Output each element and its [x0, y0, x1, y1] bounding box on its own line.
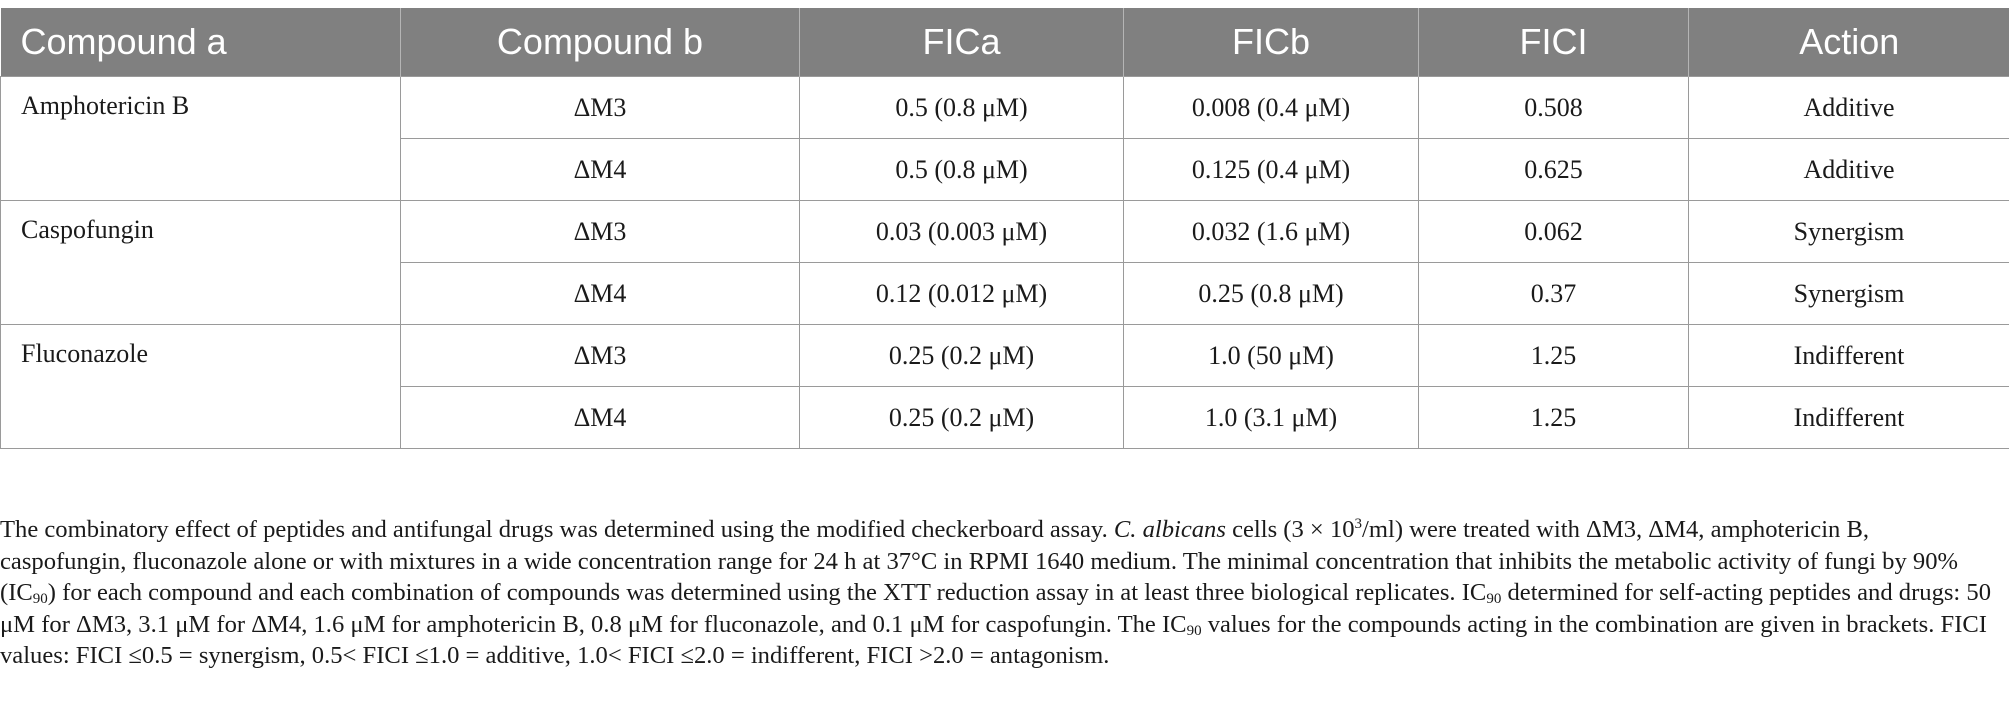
footnote-text: The combinatory effect of peptides and a…: [0, 516, 1114, 543]
footnote-subscript: 90: [1486, 591, 1502, 607]
compound-a-cell: Caspofungin: [0, 200, 401, 325]
action-cell: Additive: [1688, 138, 2009, 201]
ficb-cell: 1.0 (50 μM): [1123, 324, 1419, 387]
header-ficb: FICb: [1123, 8, 1419, 77]
table-row: Fluconazole ΔM3 0.25 (0.2 μM) 1.0 (50 μM…: [0, 324, 2009, 449]
footnote-text: ) for each compound and each combination…: [47, 579, 1487, 606]
header-fica: FICa: [799, 8, 1124, 77]
footnote-text: determined for self-acting peptides and …: [0, 579, 1992, 638]
compound-a-cell: Fluconazole: [0, 324, 401, 449]
fici-results-table: Compound a Compound b FICa FICb FICI Act…: [0, 8, 2009, 449]
action-cell: Synergism: [1688, 200, 2009, 263]
header-fici: FICI: [1418, 8, 1689, 77]
footnote-text: cells (3 × 10: [1225, 516, 1355, 543]
table-footnote: The combinatory effect of peptides and a…: [0, 514, 1995, 672]
fici-cell: 0.37: [1418, 262, 1689, 325]
results-table-container: Compound a Compound b FICa FICb FICI Act…: [0, 8, 2009, 449]
fica-cell: 0.5 (0.8 μM): [799, 76, 1124, 139]
ficb-cell: 0.25 (0.8 μM): [1123, 262, 1419, 325]
fica-cell: 0.03 (0.003 μM): [799, 200, 1124, 263]
fici-cell: 1.25: [1418, 324, 1689, 387]
fica-cell: 0.12 (0.012 μM): [799, 262, 1124, 325]
action-cell: Indifferent: [1688, 386, 2009, 449]
table-row: Caspofungin ΔM3 0.03 (0.003 μM) 0.032 (1…: [0, 200, 2009, 325]
action-cell: Additive: [1688, 76, 2009, 139]
compound-b-cell: ΔM3: [400, 76, 800, 139]
header-action: Action: [1688, 8, 2009, 77]
compound-b-cell: ΔM3: [400, 200, 800, 263]
action-cell: Synergism: [1688, 262, 2009, 325]
compound-b-cell: ΔM4: [400, 262, 800, 325]
compound-a-cell: Amphotericin B: [0, 76, 401, 201]
table-header-row: Compound a Compound b FICa FICb FICI Act…: [0, 8, 2009, 77]
ficb-cell: 0.032 (1.6 μM): [1123, 200, 1419, 263]
fica-cell: 0.25 (0.2 μM): [799, 386, 1124, 449]
footnote-superscript: 3: [1354, 516, 1363, 532]
fici-cell: 0.062: [1418, 200, 1689, 263]
table-row: Amphotericin B ΔM3 0.5 (0.8 μM) 0.008 (0…: [0, 76, 2009, 201]
footnote-species: C. albicans: [1113, 516, 1226, 543]
compound-b-cell: ΔM4: [400, 138, 800, 201]
footnote-subscript: 90: [32, 591, 48, 607]
ficb-cell: 0.125 (0.4 μM): [1123, 138, 1419, 201]
compound-b-cell: ΔM4: [400, 386, 800, 449]
footnote-paragraph: The combinatory effect of peptides and a…: [0, 514, 1995, 672]
footnote-subscript: 90: [1186, 622, 1202, 639]
compound-b-cell: ΔM3: [400, 324, 800, 387]
footnote-text: /ml) were treated with ΔM3, ΔM4, amphote…: [0, 516, 1958, 606]
fica-cell: 0.25 (0.2 μM): [799, 324, 1124, 387]
action-cell: Indifferent: [1688, 324, 2009, 387]
table-row: ΔM4 0.25 (0.2 μM) 1.0 (3.1 μM) 1.25 Indi…: [1, 386, 2009, 449]
header-compound-b: Compound b: [400, 8, 800, 77]
ficb-cell: 0.008 (0.4 μM): [1123, 76, 1419, 139]
header-compound-a: Compound a: [0, 8, 401, 77]
fica-cell: 0.5 (0.8 μM): [799, 138, 1124, 201]
fici-cell: 1.25: [1418, 386, 1689, 449]
footnote-text: values for the compounds acting in the c…: [0, 610, 1987, 670]
fici-cell: 0.508: [1418, 76, 1689, 139]
table-row: ΔM4 0.12 (0.012 μM) 0.25 (0.8 μM) 0.37 S…: [1, 262, 2009, 325]
ficb-cell: 1.0 (3.1 μM): [1123, 386, 1419, 449]
fici-cell: 0.625: [1418, 138, 1689, 201]
